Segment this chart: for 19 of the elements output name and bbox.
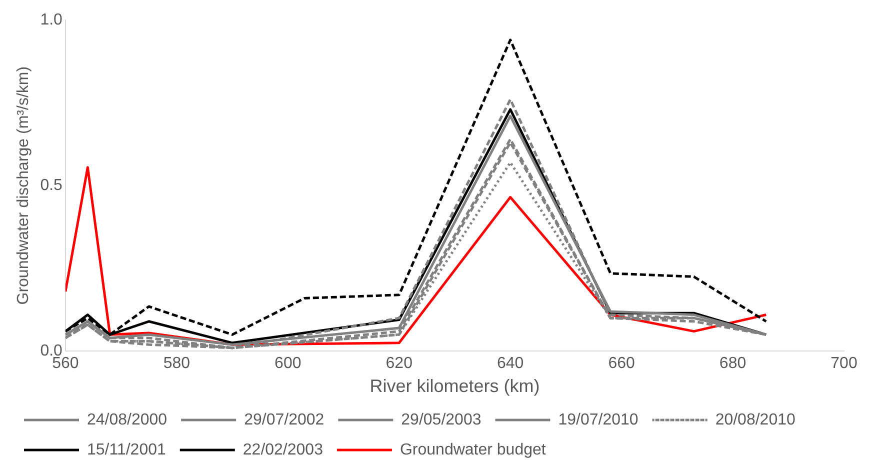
x-tick-label: 680 <box>719 355 746 372</box>
legend-label: 24/08/2000 <box>87 411 168 428</box>
legend-label: 15/11/2001 <box>87 441 166 458</box>
legend-label: 29/05/2003 <box>401 411 482 428</box>
x-tick-label: 620 <box>386 355 413 372</box>
x-tick-label: 660 <box>608 355 635 372</box>
x-tick-label: 640 <box>496 355 524 372</box>
x-axis-title: River kilometers (km) <box>370 376 540 396</box>
legend-label: 20/08/2010 <box>715 411 796 428</box>
x-tick-label: 580 <box>163 355 190 372</box>
y-tick-label: 1.0 <box>40 11 63 28</box>
x-tick-label: 600 <box>274 355 302 372</box>
y-axis-title: Groundwater discharge (m³/s/km) <box>15 66 32 305</box>
x-tick-label: 700 <box>830 355 858 372</box>
y-tick-label: 0.5 <box>40 177 63 194</box>
legend-label: 29/07/2002 <box>244 411 324 428</box>
legend-label: 19/07/2010 <box>558 411 638 428</box>
legend-label: Groundwater budget <box>400 441 546 458</box>
legend-label: 22/02/2003 <box>242 441 324 458</box>
